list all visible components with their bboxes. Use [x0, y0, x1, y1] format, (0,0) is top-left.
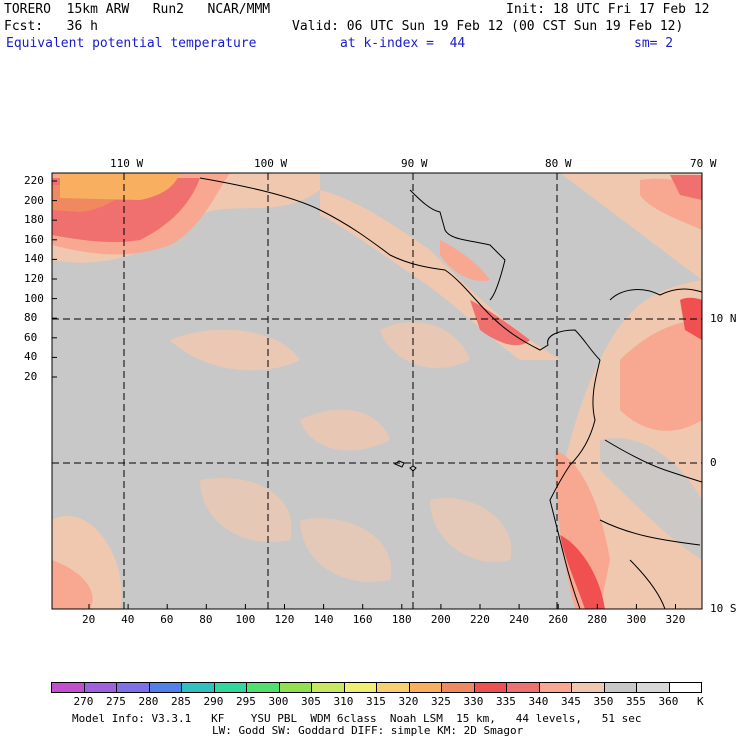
x-tick-label: 220	[470, 613, 490, 626]
lon-label-80w: 80 W	[545, 157, 572, 170]
lat-label-0: 0	[710, 456, 717, 469]
y-tick-label: 120	[24, 272, 44, 285]
field-name: Equivalent potential temperature	[6, 36, 257, 51]
y-tick-label: 20	[24, 370, 38, 383]
colorbar-swatch	[376, 682, 410, 693]
y-tick-label: 80	[24, 311, 38, 325]
colorbar-swatch	[278, 682, 312, 693]
colorbar-swatch	[213, 682, 247, 693]
coastlines	[199, 177, 702, 609]
colorbar-label: 350	[593, 695, 614, 708]
colorbar-label: 335	[496, 695, 516, 708]
colorbar-label: 320	[398, 695, 419, 708]
x-tick-label: 120	[274, 613, 295, 626]
colorbar-swatch	[636, 682, 670, 693]
lon-label-90w: 90 W	[401, 157, 428, 170]
x-tick-label: 100	[235, 613, 256, 626]
map-frame	[51, 172, 703, 610]
colorbar-swatch	[571, 682, 605, 693]
forecast-hour: Fcst: 36 h	[4, 19, 98, 34]
x-tick-label: 200	[430, 613, 451, 626]
colorbar-swatch	[473, 682, 507, 693]
lat-label-10n: 10 N	[710, 312, 737, 325]
lat-label-10s: 10 S	[710, 602, 737, 615]
colorbar-label: 315	[366, 695, 386, 708]
x-tick-label: 300	[626, 613, 647, 626]
colorbar-label: 355	[626, 695, 646, 708]
colorbar-label: 325	[431, 695, 451, 708]
colorbar-label: 295	[236, 695, 256, 708]
lon-label-100w: 100 W	[254, 157, 288, 170]
colorbar-label: 300	[268, 695, 289, 708]
y-tick-label: 200	[24, 193, 44, 207]
init-time: Init: 18 UTC Fri 17 Feb 12	[506, 2, 710, 17]
graticule	[52, 173, 702, 609]
x-tick-label: 20	[82, 613, 96, 626]
x-tick-label: 280	[587, 613, 608, 626]
y-tick-label: 60	[24, 330, 38, 344]
colorbar-swatch	[311, 682, 345, 693]
y-tick-label: 220	[24, 174, 44, 187]
model-info: Model Info: V3.3.1 KF YSU PBL WDM 6class…	[72, 712, 642, 725]
colorbar-label: 285	[171, 695, 191, 708]
model-title: TORERO 15km ARW Run2 NCAR/MMM	[4, 2, 271, 17]
x-tick-label: 40	[121, 613, 135, 626]
colorbar-swatch	[148, 682, 182, 693]
colorbar-swatch	[181, 682, 215, 693]
k-index: at k-index = 44	[340, 36, 466, 51]
colorbar-swatch	[343, 682, 377, 693]
colorbar-label: 360	[658, 695, 679, 708]
colorbar-swatch	[51, 682, 85, 693]
theta-e-field	[52, 173, 702, 609]
x-tick-label: 60	[160, 613, 174, 626]
colorbar-label: 305	[301, 695, 321, 708]
colorbar-label: 330	[463, 695, 484, 708]
valid-time: Valid: 06 UTC Sun 19 Feb 12 (00 CST Sun …	[292, 19, 684, 34]
colorbar-label: 310	[333, 695, 354, 708]
colorbar-swatch	[668, 682, 702, 693]
lon-label-70w: 70 W	[690, 157, 717, 170]
colorbar-swatch	[441, 682, 475, 693]
axis-ticks	[52, 180, 676, 609]
colorbar-swatch	[506, 682, 540, 693]
colorbar-label: 290	[203, 695, 224, 708]
x-tick-label: 140	[313, 613, 334, 626]
y-tick-label: 180	[24, 213, 44, 227]
colorbar-swatch	[538, 682, 572, 693]
x-tick-label: 180	[391, 613, 412, 626]
colorbar-swatch	[83, 682, 117, 693]
x-tick-label: 260	[548, 613, 569, 626]
colorbar-unit: K	[697, 695, 704, 708]
x-tick-label: 320	[665, 613, 686, 626]
colorbar-swatch	[603, 682, 637, 693]
colorbar-label: 270	[73, 695, 94, 708]
x-tick-label: 160	[352, 613, 373, 626]
y-tick-label: 160	[24, 232, 44, 246]
lon-label-110w: 110 W	[110, 157, 144, 170]
x-tick-label: 240	[509, 613, 529, 626]
y-tick-label: 140	[24, 252, 44, 266]
x-tick-label: 80	[199, 613, 213, 626]
colorbar-label: 340	[528, 695, 549, 708]
colorbar-label: 345	[561, 695, 581, 708]
y-tick-label: 40	[24, 350, 38, 364]
colorbar-label: 275	[106, 695, 126, 708]
colorbar-swatch	[116, 682, 150, 693]
physics-info: LW: Godd SW: Goddard DIFF: simple KM: 2D…	[212, 724, 524, 737]
colorbar-label: 280	[138, 695, 159, 708]
smoothing: sm= 2	[634, 36, 674, 51]
colorbar-swatch	[408, 682, 442, 693]
colorbar-swatch	[246, 682, 280, 693]
y-tick-label: 100	[24, 291, 44, 305]
